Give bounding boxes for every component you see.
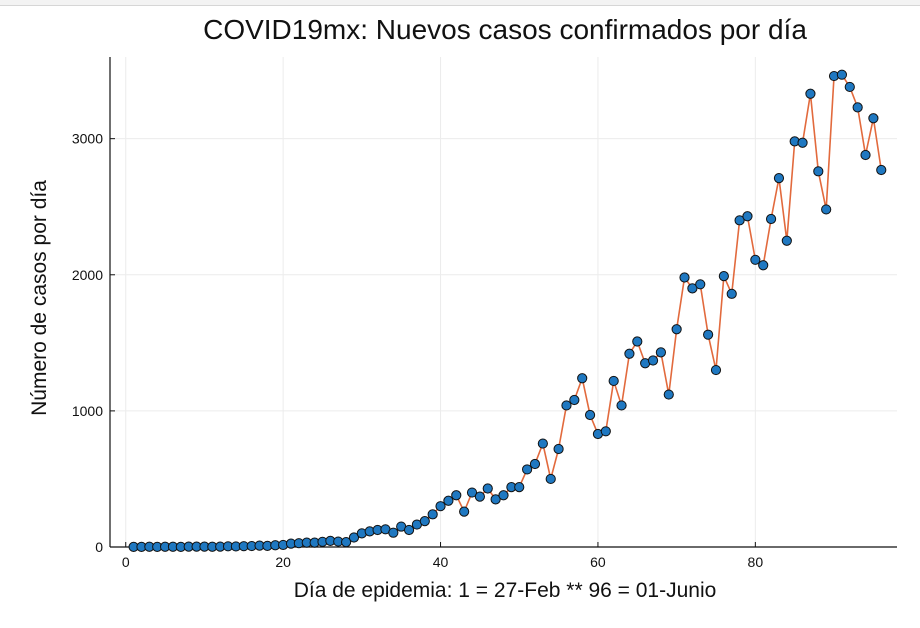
data-point	[860, 149, 871, 161]
data-point	[577, 373, 588, 384]
data-point	[734, 215, 745, 226]
y-tick-label: 0	[95, 539, 103, 555]
data-point	[498, 490, 509, 501]
data-point	[750, 254, 761, 265]
data-point	[545, 473, 556, 485]
data-point	[797, 137, 808, 148]
data-point	[466, 487, 478, 498]
data-point	[537, 438, 548, 449]
data-point	[710, 364, 722, 376]
data-point	[451, 490, 462, 501]
data-point	[435, 501, 446, 512]
data-point	[655, 347, 667, 358]
x-tick-label: 60	[590, 554, 606, 570]
y-tick-label: 2000	[72, 267, 103, 283]
window-top-edge	[0, 0, 920, 6]
data-point	[427, 509, 438, 520]
x-tick-label: 80	[748, 554, 764, 570]
data-point	[679, 272, 690, 283]
data-point	[553, 443, 564, 455]
data-point	[695, 279, 706, 290]
data-point	[726, 288, 737, 299]
data-point	[773, 173, 785, 184]
data-point	[765, 213, 777, 225]
data-point	[529, 458, 541, 470]
data-point	[482, 483, 493, 494]
y-tick-label: 3000	[72, 131, 103, 147]
data-point	[647, 355, 659, 366]
data-point	[781, 235, 792, 246]
data-point	[419, 516, 430, 527]
y-tick-label: 1000	[72, 403, 103, 419]
x-tick-label: 20	[275, 554, 291, 570]
x-tick-label: 40	[433, 554, 449, 570]
data-point	[687, 283, 698, 294]
data-point	[836, 69, 848, 80]
data-point	[514, 482, 525, 493]
data-point	[569, 394, 580, 406]
series-line-layer	[133, 73, 883, 548]
chart-title: COVID19mx: Nuevos casos confirmados por …	[203, 14, 807, 45]
data-point	[616, 400, 627, 411]
data-point	[703, 329, 714, 340]
data-point	[742, 211, 753, 222]
data-point	[868, 113, 879, 124]
data-point	[584, 409, 596, 421]
data-point	[624, 348, 635, 359]
data-point	[522, 464, 533, 475]
data-point	[844, 81, 855, 93]
y-axis-label: Número de casos por día	[28, 180, 51, 416]
data-point	[459, 506, 470, 517]
plot-axes	[109, 57, 897, 548]
data-point	[608, 375, 619, 387]
data-point	[758, 260, 769, 271]
data-point	[490, 494, 501, 505]
series-line	[133, 73, 883, 548]
data-point	[813, 166, 824, 177]
data-point	[474, 491, 485, 502]
data-point	[443, 495, 454, 506]
data-point	[876, 164, 887, 176]
data-point	[600, 426, 611, 437]
data-point	[663, 389, 674, 400]
data-point	[852, 102, 863, 113]
data-point	[718, 271, 729, 282]
x-tick-label: 0	[122, 554, 130, 570]
grid-lines	[110, 57, 897, 548]
data-point	[821, 204, 832, 215]
data-point	[348, 532, 360, 543]
data-point	[403, 524, 415, 536]
data-point	[388, 527, 399, 538]
x-axis-label: Día de epidemia: 1 = 27-Feb ** 96 = 01-J…	[294, 579, 717, 602]
data-point	[632, 336, 643, 347]
tick-labels: 0 20 40 60 80 0 1000 2000 3000	[72, 131, 763, 570]
data-point	[341, 537, 352, 548]
series-points-layer	[128, 69, 887, 552]
data-point	[805, 88, 816, 99]
data-point	[561, 400, 572, 411]
data-point	[671, 324, 682, 335]
